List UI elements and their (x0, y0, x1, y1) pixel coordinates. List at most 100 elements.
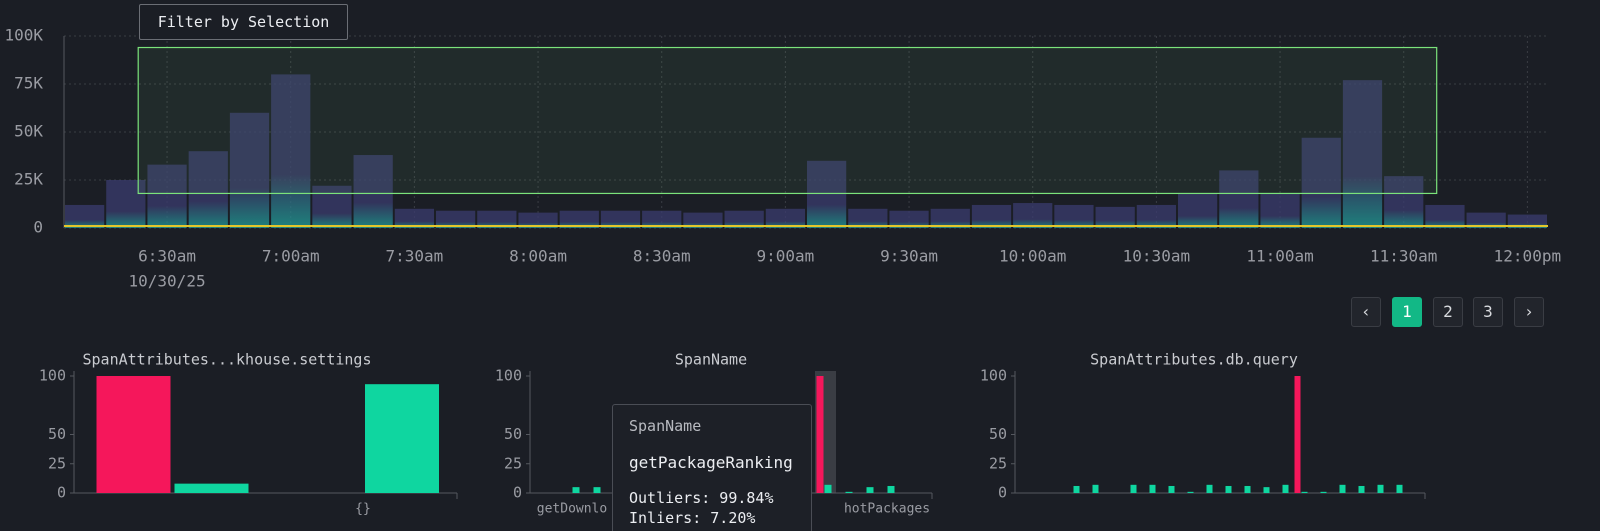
heat-column (436, 210, 476, 228)
bar (1294, 376, 1301, 493)
y-tick-label: 50K (14, 122, 43, 141)
chart-title: SpanAttributes.db.query (1090, 351, 1298, 369)
heat-column (353, 155, 393, 228)
x-tick-label: 8:30am (633, 247, 691, 266)
y-tick-label: 25 (504, 454, 522, 472)
heat-column (642, 210, 682, 228)
bar (572, 487, 580, 493)
y-tick-label: 25 (48, 454, 66, 472)
bar (1263, 487, 1270, 493)
bar (887, 485, 895, 493)
bar (1149, 484, 1156, 493)
heat-column (930, 208, 970, 228)
heat-column (188, 151, 228, 228)
bar (1206, 484, 1213, 493)
bar (1301, 491, 1308, 493)
heat-column (518, 212, 558, 228)
filter-button[interactable]: Filter by Selection (139, 4, 348, 40)
x-tick-label: 8:00am (509, 247, 567, 266)
heat-column (1384, 176, 1424, 228)
y-tick-label: 100 (495, 367, 522, 385)
heat-column (1219, 170, 1259, 228)
bar (1225, 485, 1232, 493)
page-button[interactable]: 2 (1433, 297, 1463, 327)
chart-title: SpanAttributes...khouse.settings (83, 351, 372, 369)
y-tick-label: 0 (57, 484, 66, 502)
heat-column (1260, 193, 1300, 228)
bar (1092, 484, 1099, 493)
x-tick-label: 7:00am (262, 247, 320, 266)
heat-column (229, 112, 270, 228)
bar (1377, 484, 1384, 493)
x-tick-label: getDownlo (537, 502, 607, 517)
prev-page[interactable]: ‹ (1351, 297, 1381, 327)
y-tick-label: 50 (989, 425, 1007, 443)
x-tick-label: hotPackages (844, 502, 930, 517)
bar (1396, 484, 1403, 493)
heat-column (312, 185, 352, 228)
y-tick-label: 100K (4, 26, 43, 45)
y-tick-label: 100 (39, 367, 66, 385)
next-page[interactable]: › (1514, 297, 1544, 327)
bar (816, 376, 824, 493)
x-sublabel: 10/30/25 (129, 272, 206, 291)
bar (365, 384, 439, 493)
heat-column (765, 208, 805, 228)
y-tick-label: 50 (504, 425, 522, 443)
bar (1320, 491, 1327, 493)
x-tick-label: 6:30am (138, 247, 196, 266)
heat-column (1178, 193, 1218, 228)
heat-column (559, 210, 599, 228)
heat-column (106, 180, 146, 228)
heat-column (1342, 80, 1383, 228)
heat-column (971, 204, 1012, 228)
y-tick-label: 25 (989, 454, 1007, 472)
bar (174, 483, 249, 493)
x-tick-label: {} (355, 502, 371, 517)
x-tick-label: 7:30am (385, 247, 443, 266)
x-tick-label: 10:00am (999, 247, 1066, 266)
y-tick-label: 100 (980, 367, 1007, 385)
heat-column (1136, 204, 1176, 228)
heat-column (1095, 206, 1135, 228)
x-tick-label: 9:00am (756, 247, 814, 266)
tooltip-line: Inliers: 7.20% (629, 509, 756, 527)
bar (96, 376, 171, 493)
heat-column (683, 212, 723, 228)
heat-column (889, 210, 929, 228)
heat-column (1054, 204, 1094, 228)
y-tick-label: 25K (14, 170, 43, 189)
heat-column (1301, 137, 1341, 228)
chart-title: SpanName (675, 351, 747, 369)
bar (824, 484, 832, 493)
bar (1358, 485, 1365, 493)
heat-column (1013, 203, 1053, 228)
bar (866, 487, 874, 493)
bar (1187, 491, 1194, 493)
heat-column (394, 208, 434, 228)
bar (845, 491, 853, 493)
bar (1130, 484, 1137, 493)
heat-column (65, 204, 105, 228)
heat-column (848, 208, 888, 228)
bar (1073, 485, 1080, 493)
y-tick-label: 0 (998, 484, 1007, 502)
heat-column (1425, 204, 1465, 228)
y-tick-label: 50 (48, 425, 66, 443)
heat-column (724, 210, 764, 228)
x-tick-label: 9:30am (880, 247, 938, 266)
heat-column (1507, 214, 1547, 228)
x-tick-label: 11:00am (1246, 247, 1313, 266)
tooltip-title: SpanName (629, 417, 702, 435)
page-button[interactable]: 1 (1392, 297, 1422, 327)
tooltip: SpanName getPackageRanking Outliers: 99.… (612, 404, 812, 531)
x-tick-label: 12:00pm (1494, 247, 1561, 266)
page-button[interactable]: 3 (1473, 297, 1503, 327)
heat-column (807, 160, 847, 228)
heat-column (271, 74, 311, 229)
heat-column (147, 164, 187, 228)
x-tick-label: 10:30am (1123, 247, 1190, 266)
heat-column (477, 210, 517, 228)
